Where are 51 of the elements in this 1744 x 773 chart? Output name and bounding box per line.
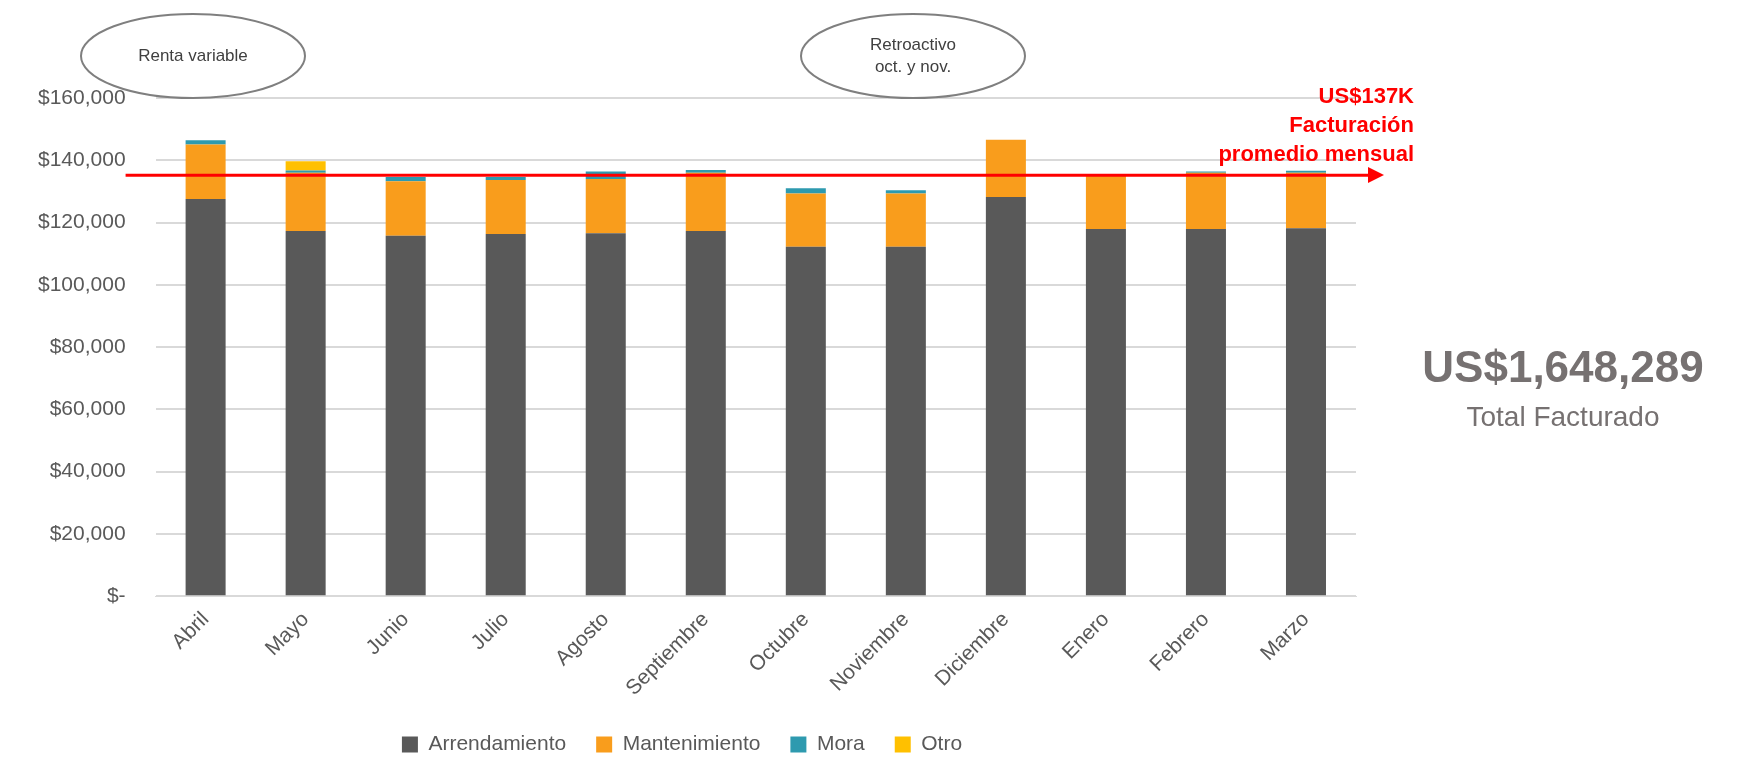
bar <box>385 235 426 596</box>
bar <box>1185 229 1226 596</box>
bar <box>1085 229 1126 596</box>
bar <box>885 193 926 247</box>
bar <box>685 169 726 173</box>
bar <box>185 198 226 596</box>
bar <box>685 230 726 596</box>
bar <box>385 181 426 236</box>
bar <box>1285 228 1326 596</box>
text: Renta variable <box>138 45 248 65</box>
y-tick-label: $140,000 <box>38 147 126 171</box>
bar <box>285 161 326 171</box>
y-tick-label: $60,000 <box>49 396 126 420</box>
x-tick-label: Julio <box>465 606 513 654</box>
y-tick-label: $120,000 <box>38 209 126 233</box>
bar <box>485 177 526 180</box>
text: US$1,648,289 <box>1422 342 1704 392</box>
bar <box>785 246 826 596</box>
bar <box>785 193 826 247</box>
legend-label: Mora <box>816 731 866 755</box>
bar <box>485 179 526 235</box>
bar <box>985 139 1026 198</box>
bar <box>285 230 326 596</box>
text: Total Facturado <box>1466 400 1660 432</box>
y-tick-label: $160,000 <box>38 84 126 108</box>
bar <box>285 170 326 173</box>
bar <box>485 234 526 596</box>
legend-label: Otro <box>921 731 963 755</box>
bar <box>785 188 826 194</box>
y-tick-label: $20,000 <box>49 520 126 544</box>
bar <box>585 233 626 596</box>
bar <box>1185 172 1226 230</box>
bar <box>185 140 226 145</box>
text: Retroactivo oct. y nov. <box>870 34 956 76</box>
bar <box>985 197 1026 596</box>
bar <box>385 177 426 182</box>
bar <box>1285 172 1326 229</box>
bar <box>185 144 226 199</box>
y-tick-label: $80,000 <box>49 333 126 357</box>
bar <box>585 178 626 234</box>
bar <box>285 172 326 231</box>
bar <box>1085 174 1126 230</box>
bar <box>685 172 726 231</box>
bar <box>885 190 926 194</box>
legend-label: Arrendamiento <box>428 731 567 755</box>
legend-label: Mantenimiento <box>622 731 761 755</box>
y-tick-label: $- <box>106 583 126 607</box>
y-tick-label: $100,000 <box>38 271 126 295</box>
bar <box>885 246 926 596</box>
y-tick-label: $40,000 <box>49 458 126 482</box>
ref-line-label: US$137K Facturación promedio mensual <box>1218 83 1415 167</box>
